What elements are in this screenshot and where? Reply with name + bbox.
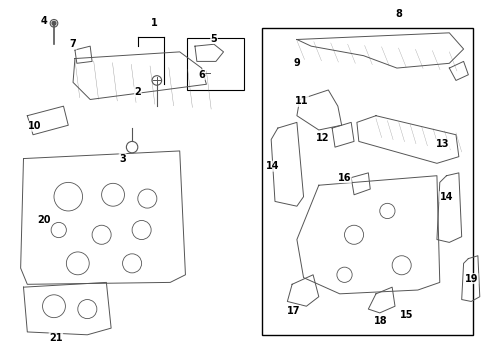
Text: 1: 1 xyxy=(150,18,157,28)
Text: 9: 9 xyxy=(293,58,300,68)
Text: 6: 6 xyxy=(198,70,204,80)
Text: 10: 10 xyxy=(28,121,41,131)
Text: 19: 19 xyxy=(464,274,477,284)
Text: 12: 12 xyxy=(315,132,329,143)
Text: 11: 11 xyxy=(294,96,308,107)
Text: 8: 8 xyxy=(395,9,402,19)
Bar xyxy=(261,28,472,335)
Text: 15: 15 xyxy=(399,310,412,320)
Text: 5: 5 xyxy=(210,33,217,44)
Bar xyxy=(187,37,244,90)
Text: 13: 13 xyxy=(435,139,448,149)
Text: 7: 7 xyxy=(69,39,76,49)
Text: 14: 14 xyxy=(266,161,279,171)
Text: 4: 4 xyxy=(41,17,48,26)
Text: 18: 18 xyxy=(373,315,387,325)
Circle shape xyxy=(52,21,56,25)
Text: 21: 21 xyxy=(49,333,62,343)
Text: 14: 14 xyxy=(439,192,452,202)
Text: 3: 3 xyxy=(119,154,126,163)
Text: 20: 20 xyxy=(38,216,51,225)
Text: 16: 16 xyxy=(337,172,350,183)
Text: 17: 17 xyxy=(286,306,300,316)
Text: 2: 2 xyxy=(134,87,141,97)
